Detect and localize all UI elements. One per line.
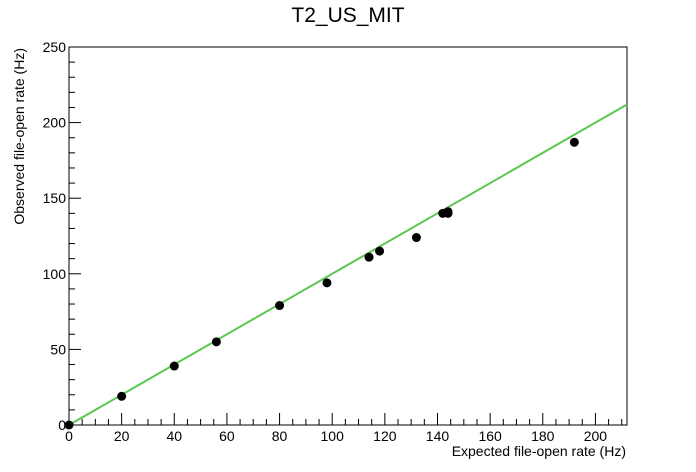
data-point [275,301,285,311]
y-axis-title: Observed file-open rate (Hz) [11,48,27,225]
data-point [375,246,385,256]
y-tick-label: 100 [43,266,67,282]
plot-border [68,46,628,426]
data-point [117,391,127,401]
fit-line-group [68,103,628,426]
plot-frame [68,46,628,426]
data-point [211,337,221,347]
x-tick-label: 180 [531,428,555,444]
x-tick-label: 60 [219,428,235,444]
data-points [64,137,579,430]
x-tick-label: 140 [426,428,450,444]
x-tick-label: 80 [272,428,288,444]
x-tick-label: 120 [373,428,397,444]
x-tick-label: 0 [65,428,73,444]
x-tick-label: 100 [321,428,345,444]
chart-title: T2_US_MIT [291,4,405,27]
y-tick-label: 50 [50,341,66,357]
data-point [322,278,332,288]
data-point [169,361,179,371]
x-tick-label: 20 [114,428,130,444]
fit-line [68,103,628,426]
y-tick-label: 200 [43,115,67,131]
x-axis-title: Expected file-open rate (Hz) [452,443,626,459]
data-point [443,208,453,218]
x-axis: 0 20 40 60 80 100 120 140 160 180 200 [65,413,623,444]
x-tick-label: 200 [584,428,608,444]
data-point [64,420,74,430]
data-point [364,252,374,262]
data-point [411,233,421,243]
y-tick-label: 250 [43,39,67,55]
data-point [569,137,579,147]
x-tick-label: 40 [166,428,182,444]
y-axis: 0 50 100 150 200 250 [43,39,81,433]
y-tick-label: 0 [58,417,66,433]
y-tick-label: 150 [43,190,67,206]
x-tick-label: 160 [478,428,502,444]
